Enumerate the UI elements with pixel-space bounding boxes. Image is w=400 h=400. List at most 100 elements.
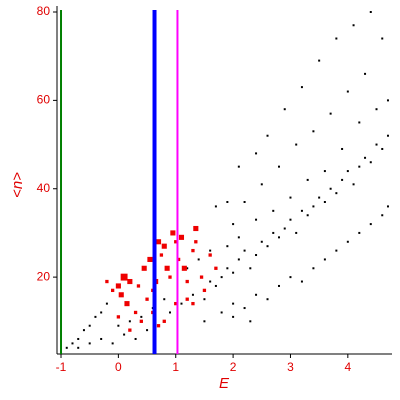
point [335,37,338,40]
point [295,231,298,234]
point [255,254,258,257]
point [146,329,149,332]
x-tick-label: 3 [287,360,294,374]
point [266,298,269,301]
point [194,240,198,244]
point [386,134,389,137]
x-tick-label: 2 [230,360,237,374]
point [237,165,240,168]
point [123,333,126,336]
point [159,253,164,257]
point [237,236,240,239]
point [105,302,108,305]
point [197,258,200,261]
y-axis-label: <n> [9,172,26,198]
point [329,187,332,190]
point [214,284,217,287]
point [77,337,80,340]
point [226,201,229,203]
x-tick-label: 1 [172,360,179,374]
point [120,273,128,281]
point [237,258,240,261]
point [255,218,258,221]
y-tick-label: 60 [37,93,51,107]
point [214,205,217,208]
point [369,11,372,13]
point [323,258,326,261]
point [255,293,258,296]
point [133,310,138,315]
point [180,302,183,305]
point [164,265,170,271]
x-tick-label: 0 [115,360,122,374]
point [176,257,181,262]
point [128,328,132,332]
point [128,320,131,323]
point [88,342,91,345]
point [249,320,252,323]
point [318,59,321,62]
point [220,276,223,279]
point [277,284,280,287]
point [312,267,315,270]
point [266,134,269,137]
point [323,201,326,203]
point [300,86,303,89]
x-tick-label: -1 [56,360,67,374]
point [386,205,389,208]
point [243,201,246,203]
point [185,279,189,284]
point [364,72,367,75]
point [226,245,229,248]
point [260,240,263,243]
point [364,156,367,159]
point [186,267,189,270]
point [289,218,292,221]
point [232,223,235,226]
point [145,297,149,301]
point [162,319,166,323]
point [358,165,361,168]
point [358,231,361,234]
point [134,337,137,340]
point [260,183,263,186]
point [243,307,246,310]
point [226,267,229,270]
point [100,337,103,340]
point [208,253,212,257]
point [272,209,275,212]
point [161,243,167,249]
y-tick-label: 40 [37,181,51,195]
point [272,231,275,234]
point [346,170,349,173]
point [312,130,315,133]
point [381,37,384,40]
point [147,256,153,262]
point [178,234,185,240]
point [312,205,315,208]
point [295,143,298,146]
point [381,147,384,150]
point [140,315,143,318]
point [346,240,349,243]
point [110,288,115,293]
point [155,239,162,245]
point [232,271,235,274]
point [232,315,235,318]
point [358,121,361,124]
point [136,284,141,288]
point [209,249,212,252]
point [249,267,252,270]
point [335,249,338,252]
point [375,108,378,111]
point [323,170,326,173]
point [277,165,280,168]
point [181,265,187,271]
point [306,178,309,181]
point [266,245,269,248]
point [174,301,178,306]
point [100,311,103,314]
point [335,192,338,195]
point [203,320,206,323]
